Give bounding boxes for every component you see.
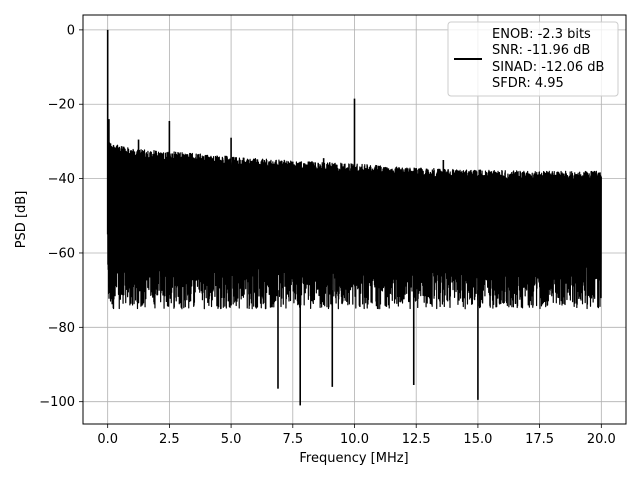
x-tick-label: 2.5 bbox=[159, 432, 180, 447]
x-axis-ticks: 0.0 2.5 5.0 7.5 10.0 12.5 15.0 17.5 20.0 bbox=[97, 424, 616, 447]
y-tick-label: −40 bbox=[48, 172, 75, 187]
y-axis-ticks: 0 −20 −40 −60 −80 −100 bbox=[39, 23, 83, 410]
y-axis-label: PSD [dB] bbox=[14, 191, 29, 249]
legend-line-enob: ENOB: -2.3 bits bbox=[492, 27, 591, 42]
legend-box bbox=[447, 21, 619, 97]
y-tick-label: −100 bbox=[39, 395, 75, 410]
x-tick-label: 0.0 bbox=[97, 432, 118, 447]
x-tick-label: 7.5 bbox=[282, 432, 303, 447]
legend-line-sfdr: SFDR: 4.95 bbox=[492, 76, 564, 91]
x-tick-label: 17.5 bbox=[525, 432, 554, 447]
x-tick-label: 12.5 bbox=[402, 432, 431, 447]
x-tick-label: 10.0 bbox=[340, 432, 369, 447]
x-tick-label: 20.0 bbox=[587, 432, 616, 447]
x-axis-label: Frequency [MHz] bbox=[299, 451, 408, 466]
psd-series bbox=[106, 29, 602, 406]
y-tick-label: 0 bbox=[67, 23, 75, 38]
y-tick-label: −20 bbox=[48, 98, 75, 113]
legend-line-sinad: SINAD: -12.06 dB bbox=[492, 60, 604, 75]
y-tick-label: −60 bbox=[48, 246, 75, 261]
legend: ENOB: -2.3 bits SNR: -11.96 dB SINAD: -1… bbox=[447, 21, 619, 97]
x-tick-label: 5.0 bbox=[221, 432, 242, 447]
y-tick-label: −80 bbox=[48, 321, 75, 336]
x-tick-label: 15.0 bbox=[463, 432, 492, 447]
legend-line-snr: SNR: -11.96 dB bbox=[492, 43, 590, 58]
